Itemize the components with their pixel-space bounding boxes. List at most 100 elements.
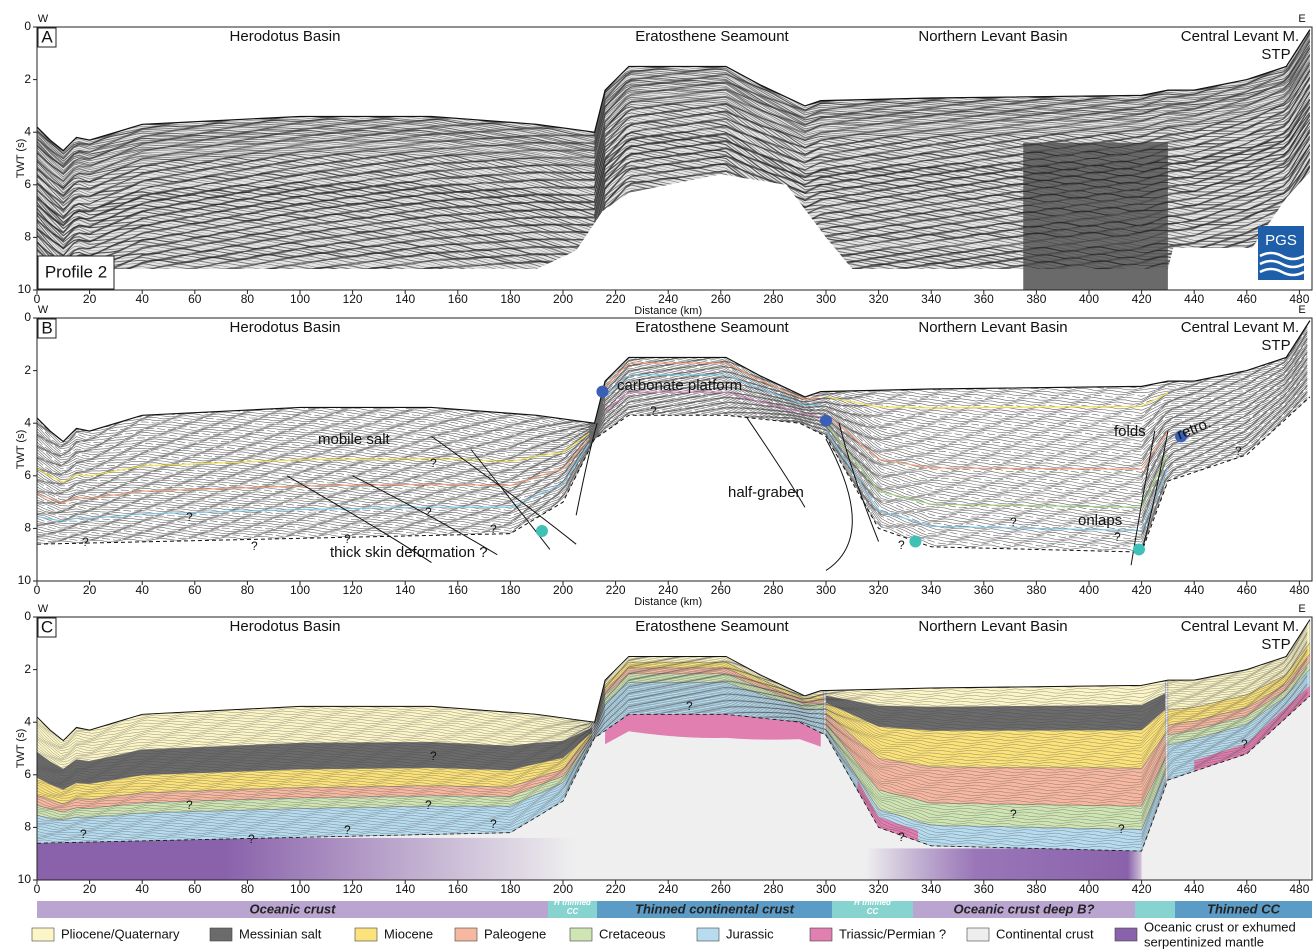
panel-letter: A [41,27,53,46]
annotation: ? [186,510,193,524]
legend-swatch [1115,928,1137,941]
x-tick-label: 380 [1026,292,1046,306]
region-label: Eratosthene Seamount [635,28,789,45]
x-tick-label: 380 [1026,583,1046,597]
annotation: thick skin deformation ? [330,544,488,561]
annotation: ? [344,532,351,546]
annotation: ? [686,699,693,713]
annotation: ? [425,505,432,519]
x-tick-label: 20 [83,882,97,896]
y-tick-label: 0 [24,310,31,324]
x-tick-label: 20 [83,292,97,306]
x-tick-label: 80 [241,583,255,597]
annotation: folds [1114,423,1146,440]
y-tick-label: 10 [18,282,32,296]
x-tick-label: 20 [83,583,97,597]
x-tick-label: 100 [290,882,310,896]
legend-label: Paleogene [484,926,546,941]
x-tick-label: 120 [343,292,363,306]
legend-label: Pliocene/Quaternary [61,926,180,941]
y-tick-label: 10 [18,573,32,587]
annotation: mobile salt [318,431,391,448]
x-tick-label: 300 [816,882,836,896]
x-tick-label: 460 [1237,882,1257,896]
marker-dot [820,415,832,427]
annotation: ? [1118,822,1125,836]
y-tick-label: 0 [24,609,31,623]
region-label: Northern Levant Basin [918,618,1067,635]
legend-swatch [455,928,477,941]
legend-swatch [32,928,54,941]
y-tick-label: 2 [24,662,31,676]
x-tick-label: 200 [553,583,573,597]
x-tick-label: 340 [921,292,941,306]
y-tick-label: 8 [24,820,31,834]
region-label: STP [1261,46,1290,63]
annotation: ? [650,404,657,418]
x-tick-label: 480 [1289,882,1309,896]
y-tick-label: 2 [24,363,31,377]
x-tick-label: 300 [816,583,836,597]
annotation: ? [490,522,497,536]
x-tick-label: 280 [763,583,783,597]
oceanic-crust [37,838,576,880]
x-tick-label: 340 [921,583,941,597]
region-label: Eratosthene Seamount [635,618,789,635]
legend-label: Continental crust [996,926,1094,941]
annotation: onlaps [1078,512,1122,529]
annotation: ? [898,830,905,844]
region-label: Northern Levant Basin [918,28,1067,45]
region-label: STP [1261,636,1290,653]
x-axis-label: Distance (km) [634,305,702,317]
x-tick-label: 360 [974,882,994,896]
x-tick-label: 260 [711,882,731,896]
y-tick-label: 8 [24,230,31,244]
annotation: retro. [1175,415,1214,444]
annotation: ? [1010,807,1017,821]
crust-label: H thinned [854,898,892,907]
legend-label: Triassic/Permian ? [839,926,946,941]
region-label: Northern Levant Basin [918,319,1067,336]
x-tick-label: 320 [869,292,889,306]
y-tick-label: 2 [24,72,31,86]
x-tick-label: 60 [188,882,202,896]
annotation: ? [430,456,437,470]
x-tick-label: 320 [869,583,889,597]
compass-east: E [1298,603,1305,615]
x-tick-label: 320 [869,882,889,896]
x-tick-label: 60 [188,292,202,306]
x-tick-label: 480 [1289,583,1309,597]
x-tick-label: 340 [921,882,941,896]
legend-swatch [967,928,989,941]
x-tick-label: 40 [136,882,150,896]
x-tick-label: 420 [1132,583,1152,597]
y-tick-label: 0 [24,19,31,33]
x-tick-label: 120 [343,882,363,896]
x-tick-label: 100 [290,292,310,306]
x-tick-label: 200 [553,882,573,896]
x-tick-label: 400 [1079,583,1099,597]
x-tick-label: 160 [448,292,468,306]
region-label: Central Levant M. [1181,618,1299,635]
annotation: ? [898,538,905,552]
marker-dot [596,386,608,398]
crust-segment [1135,901,1175,918]
x-tick-label: 80 [241,292,255,306]
annotation: ? [344,823,351,837]
region-label: Central Levant M. [1181,319,1299,336]
annotation: ? [1114,530,1121,544]
y-axis-label: TWT (s) [15,729,27,769]
x-tick-label: 200 [553,292,573,306]
legend-swatch [355,928,377,941]
x-tick-label: 280 [763,882,783,896]
annotation: half-graben [728,484,804,501]
x-tick-label: 80 [241,882,255,896]
marker-dot [909,536,921,548]
compass-west: W [38,603,49,615]
oceanic-crust [865,848,1141,880]
x-tick-label: 160 [448,882,468,896]
annotation: ? [251,539,258,553]
x-tick-label: 440 [1184,882,1204,896]
marker-dot [536,525,548,537]
region-label: Herodotus Basin [230,28,341,45]
